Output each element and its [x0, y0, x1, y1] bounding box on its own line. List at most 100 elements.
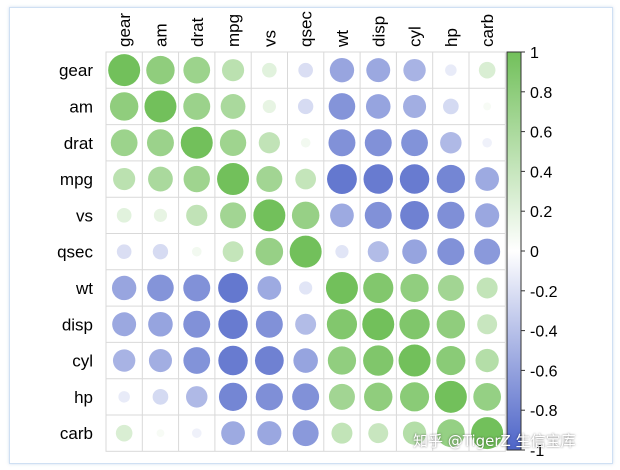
correlation-circle — [293, 348, 318, 373]
colorbar-tick-label: 0.4 — [530, 164, 552, 181]
correlation-circle — [325, 271, 358, 304]
correlation-circle — [436, 164, 465, 194]
correlation-circle — [148, 166, 173, 192]
correlation-circle — [326, 309, 358, 340]
correlation-circle — [254, 346, 284, 375]
correlation-circle — [328, 93, 356, 120]
correlation-circle — [191, 428, 202, 438]
correlation-circle — [183, 92, 211, 120]
correlation-circle — [116, 208, 132, 223]
colorbar-tick-label: 0 — [530, 244, 539, 261]
row-label: am — [69, 97, 93, 116]
column-label: hp — [442, 28, 461, 47]
correlation-circle — [366, 58, 391, 83]
correlation-circle — [109, 92, 139, 121]
column-label: qsec — [297, 11, 316, 47]
row-label: mpg — [60, 170, 93, 189]
column-label: wt — [333, 30, 352, 48]
column-label: disp — [369, 16, 388, 47]
correlation-circle — [295, 313, 317, 335]
correlation-circle — [402, 239, 427, 264]
correlation-circle — [186, 204, 208, 226]
correlation-circle — [118, 391, 130, 403]
colorbar-tick-label: 0.8 — [530, 85, 552, 102]
correlation-circle — [398, 344, 431, 377]
correlation-circle — [363, 345, 394, 376]
correlation-circle — [436, 345, 466, 376]
correlation-circle — [401, 129, 428, 157]
column-label: gear — [115, 13, 134, 47]
correlation-circle — [295, 168, 317, 190]
correlation-circle — [183, 274, 211, 302]
correlation-circle — [298, 62, 313, 78]
column-label: carb — [478, 14, 497, 47]
correlation-circle — [116, 244, 132, 259]
row-label: qsec — [57, 243, 93, 262]
correlation-circle — [399, 382, 430, 412]
correlation-circle — [403, 94, 427, 118]
correlation-circle — [218, 345, 248, 376]
correlation-circle — [146, 55, 175, 85]
correlation-circle — [475, 203, 500, 228]
watermark: 知乎 @TigerZ 生信宝库 — [413, 432, 576, 450]
colorbar-tick-label: -0.6 — [530, 363, 558, 380]
correlation-circle — [402, 421, 427, 445]
correlation-circle — [476, 277, 498, 299]
correlation-circle — [262, 99, 276, 114]
correlation-circle — [144, 90, 177, 123]
correlation-circle — [257, 421, 282, 446]
correlation-circle — [475, 167, 500, 191]
correlation-circle — [255, 310, 283, 338]
correlation-circle — [152, 243, 169, 260]
correlation-circle — [110, 129, 138, 157]
row-label: carb — [60, 424, 93, 443]
correlation-circle — [365, 94, 391, 119]
correlation-circle — [156, 429, 165, 438]
correlation-circle — [471, 417, 504, 450]
correlation-circle — [146, 129, 174, 157]
correlation-circle — [108, 54, 141, 87]
row-label: hp — [74, 388, 93, 407]
correlation-circle — [253, 199, 286, 232]
correlation-circle — [362, 308, 395, 341]
correlation-circle — [183, 347, 211, 374]
correlation-circle — [220, 94, 246, 119]
correlation-circle — [399, 309, 430, 340]
correlation-circle — [367, 241, 389, 263]
correlation-circle — [218, 273, 248, 303]
correlation-circle — [329, 57, 355, 83]
colorbar-tick-label: -0.4 — [530, 324, 558, 341]
column-label: am — [151, 23, 170, 47]
correlation-circle — [300, 137, 311, 148]
row-label: gear — [59, 61, 93, 80]
correlation-circle — [482, 137, 492, 148]
correlation-circle — [217, 163, 250, 196]
column-label: vs — [260, 30, 279, 47]
correlation-circle — [477, 314, 498, 335]
correlation-circle — [440, 132, 462, 154]
correlation-circle — [112, 349, 136, 372]
row-label: vs — [76, 206, 93, 225]
row-label: drat — [64, 134, 94, 153]
colorbar-tick-label: -0.8 — [530, 403, 558, 420]
correlation-circle — [364, 201, 392, 229]
correlation-circle — [255, 237, 284, 266]
correlation-circle — [183, 165, 210, 193]
column-label: cyl — [406, 26, 425, 47]
correlation-circle — [257, 276, 282, 300]
correlation-circle — [483, 102, 492, 111]
correlation-circle — [474, 238, 501, 265]
correlation-circle — [436, 419, 465, 448]
correlation-circle — [478, 61, 496, 79]
correlation-circle — [218, 382, 248, 411]
correlation-circle — [153, 208, 168, 222]
colorbar — [506, 51, 522, 451]
correlation-circle — [222, 241, 244, 263]
row-label: disp — [62, 315, 93, 334]
correlation-circle — [475, 348, 499, 373]
correlation-circle — [111, 275, 137, 301]
correlation-circle — [148, 349, 172, 373]
colorbar-tick-label: 0.6 — [530, 125, 552, 142]
correlation-circle — [364, 382, 393, 412]
